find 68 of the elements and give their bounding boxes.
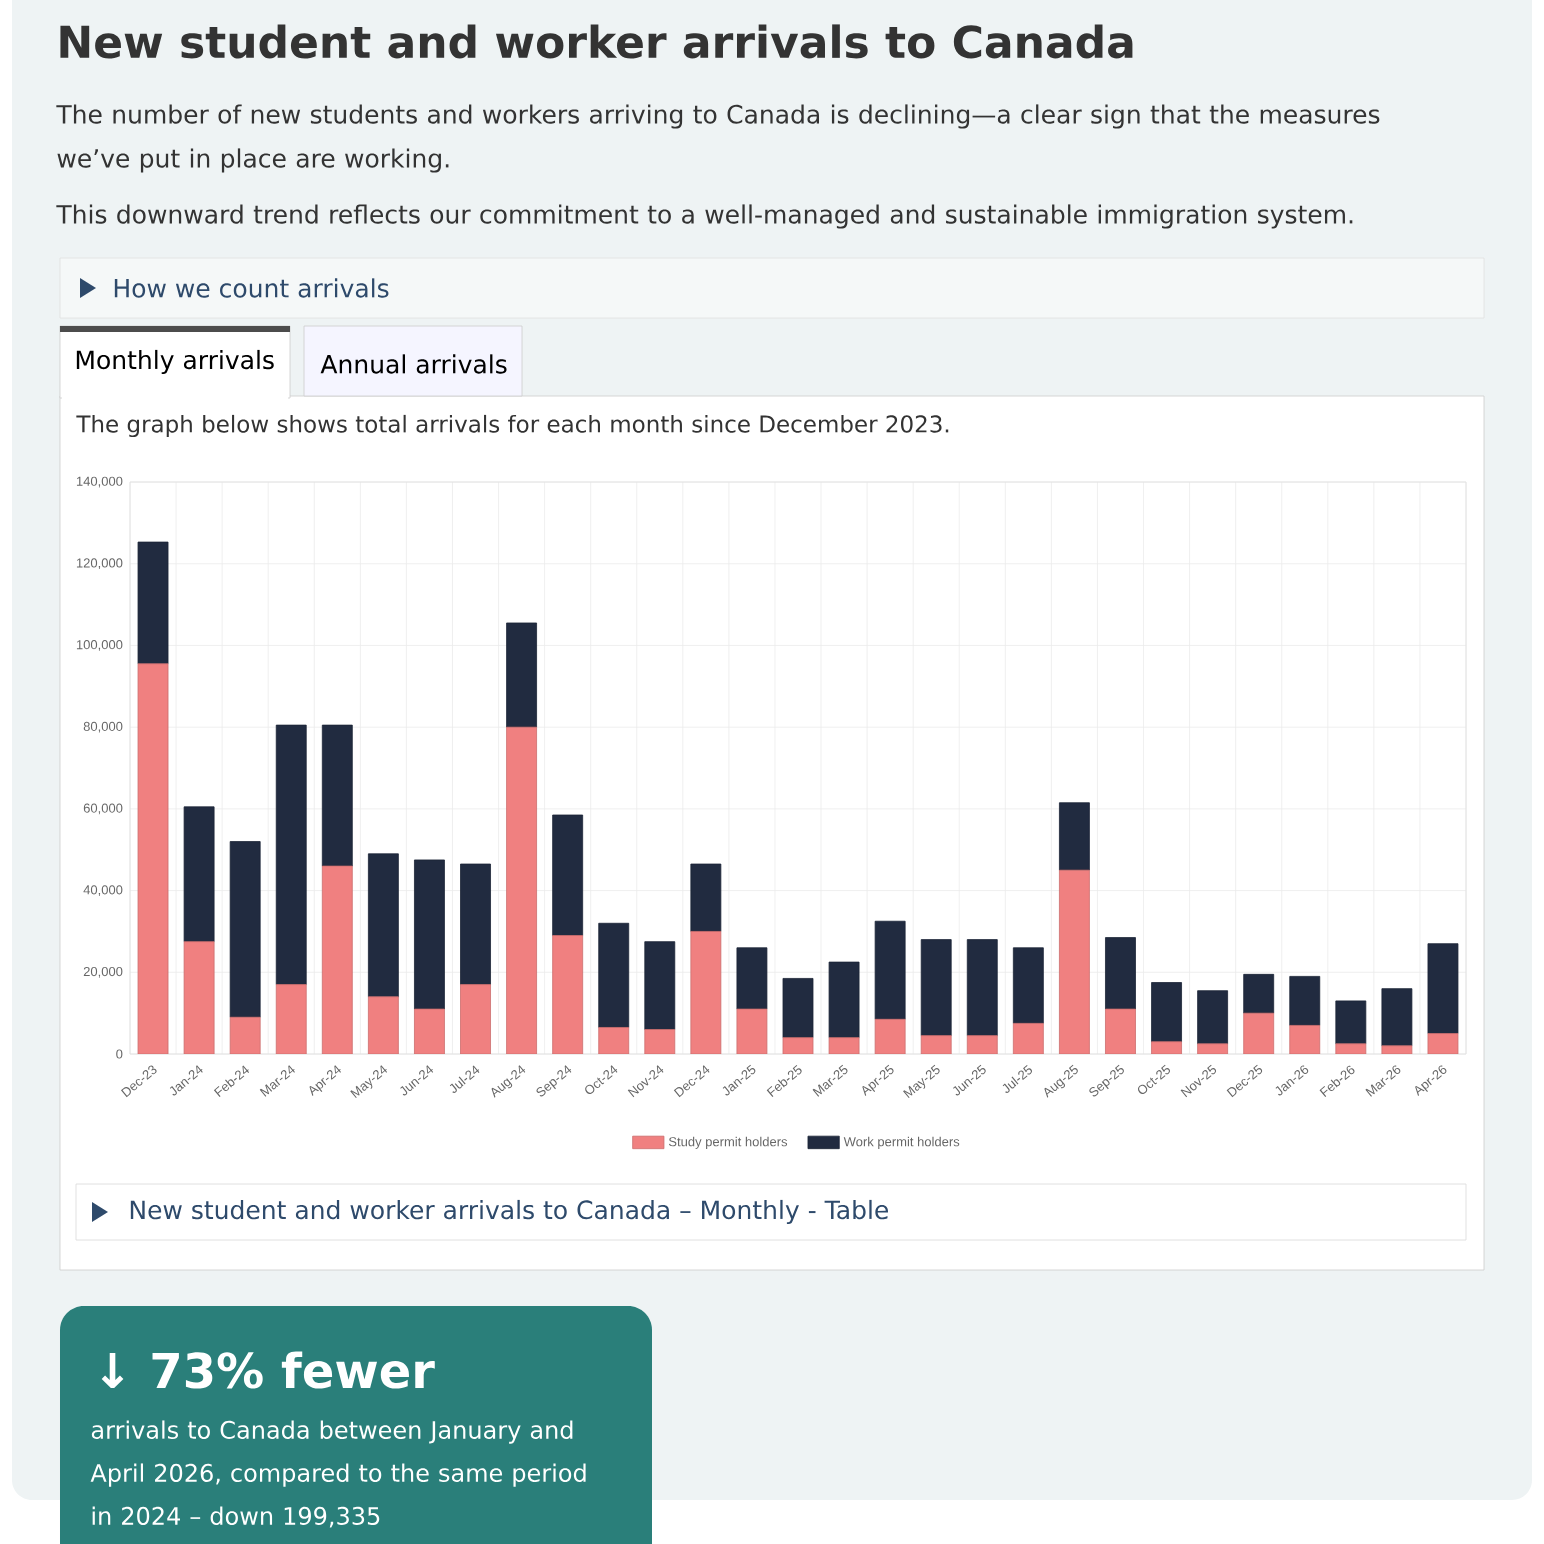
text: The number of new students and workers arriving to Canada is declining—a clear sign that the measures we’ve put in place are working. (56, 104, 1380, 173)
bar (736, 947, 768, 1010)
bar (414, 859, 445, 1010)
bar (1105, 937, 1136, 1010)
bar (782, 978, 814, 1039)
bar (1012, 1022, 1044, 1055)
bar (966, 939, 998, 1037)
bar (920, 1035, 952, 1055)
bar (1335, 1043, 1367, 1055)
bar (183, 941, 215, 1055)
bar (1243, 1012, 1275, 1055)
bar (782, 1037, 814, 1055)
bar (1012, 947, 1044, 1024)
bar (920, 939, 952, 1037)
text: How we count arrivals (114, 278, 389, 298)
bar (275, 984, 307, 1055)
bar (321, 865, 353, 1055)
bar (1243, 973, 1275, 1014)
text: arrivals to Canada between January and April 2026, compared to the same period in 2024 – down 199,335 (90, 1420, 586, 1528)
bar (275, 724, 307, 985)
bar (1105, 1008, 1136, 1055)
bar (1427, 1033, 1459, 1055)
bar (1335, 1000, 1367, 1045)
bar (598, 922, 630, 1028)
bar (644, 941, 676, 1030)
bar (137, 541, 169, 665)
bar (828, 961, 860, 1039)
bar (460, 984, 491, 1055)
bar (874, 1018, 906, 1055)
bar (137, 663, 169, 1055)
bar (644, 1029, 676, 1055)
bar (552, 935, 584, 1055)
bar (414, 1008, 445, 1055)
bar (1059, 802, 1090, 871)
bar (1151, 1041, 1182, 1055)
bar (828, 1037, 860, 1055)
bar (1197, 1043, 1229, 1055)
bar (1151, 982, 1182, 1043)
bar (367, 853, 399, 998)
text: New student and worker arrivals to Canada – Monthly - Table (130, 1199, 888, 1225)
bar (690, 931, 722, 1055)
bar (874, 920, 906, 1020)
chart-title: New student and worker arrivals to Canada (60, 24, 1133, 59)
bar (966, 1035, 998, 1055)
bar (367, 996, 399, 1055)
bar (1289, 975, 1321, 1026)
bar (736, 1008, 768, 1055)
bar (552, 814, 584, 936)
bar (1381, 988, 1413, 1047)
bar (1427, 943, 1459, 1034)
bar (598, 1027, 630, 1055)
bar (183, 806, 215, 943)
text: Annual arrivals (320, 354, 507, 374)
text: Monthly arrivals (76, 349, 274, 375)
bar (1381, 1045, 1413, 1055)
bar (1289, 1025, 1321, 1055)
bar (690, 863, 722, 932)
bar (506, 726, 537, 1055)
bar (229, 841, 261, 1018)
bar (460, 863, 491, 985)
text: This downward trend reflects our commitment to a well-managed and sustainable immigration system. (56, 204, 1353, 229)
bar (506, 622, 537, 728)
bar (229, 1016, 261, 1055)
bar (1197, 990, 1229, 1045)
chart-subtitle: The graph below shows total arrivals for each month since December 2023. (76, 414, 949, 438)
bar (1059, 869, 1090, 1055)
bar (321, 724, 353, 867)
text: ↓ 73% fewer (101, 1351, 435, 1389)
